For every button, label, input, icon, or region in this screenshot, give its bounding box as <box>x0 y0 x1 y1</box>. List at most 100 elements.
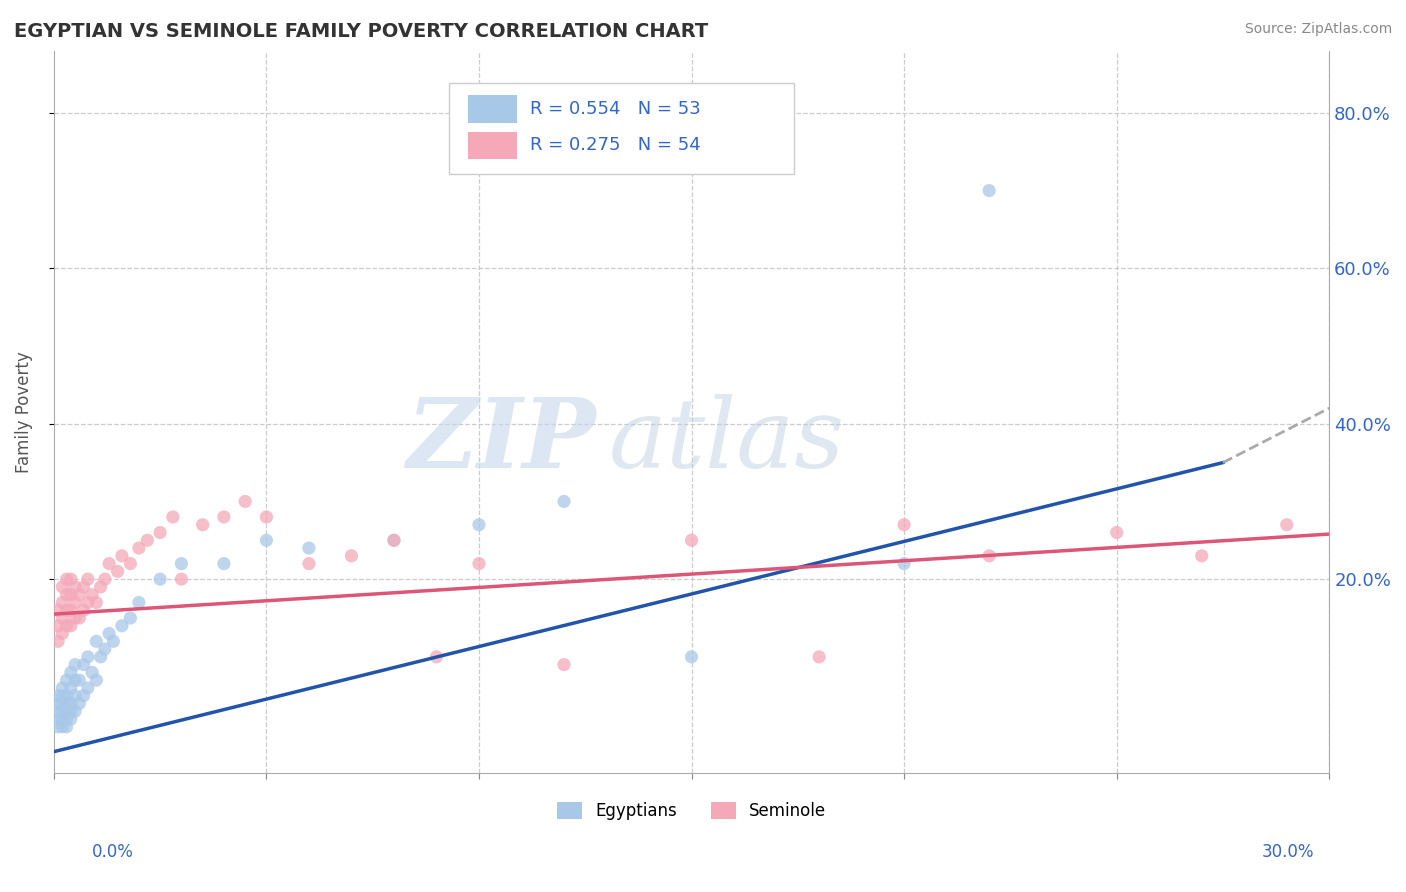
Point <box>55 572 77 586</box>
Point <box>55 712 77 726</box>
Point <box>254 533 277 548</box>
Point <box>59 704 82 718</box>
Point <box>59 619 82 633</box>
Point <box>63 704 86 718</box>
Text: 30.0%: 30.0% <box>1263 843 1315 861</box>
Point <box>46 603 69 617</box>
Point <box>46 720 69 734</box>
Point <box>103 634 125 648</box>
Point <box>51 626 73 640</box>
Point <box>1191 549 1213 563</box>
Point <box>46 712 69 726</box>
Point <box>59 665 82 680</box>
Point <box>46 619 69 633</box>
Point <box>107 565 129 579</box>
Text: atlas: atlas <box>609 394 845 488</box>
Point <box>59 697 82 711</box>
Point <box>893 517 915 532</box>
Point <box>149 525 172 540</box>
Point <box>468 517 491 532</box>
Point <box>98 626 121 640</box>
Bar <box>468 132 517 159</box>
Legend: Egyptians, Seminole: Egyptians, Seminole <box>550 795 832 827</box>
Point <box>82 665 104 680</box>
Point <box>55 697 77 711</box>
Point <box>51 689 73 703</box>
Point <box>128 595 150 609</box>
Point <box>382 533 405 548</box>
Point <box>86 595 108 609</box>
Point <box>76 649 98 664</box>
Point <box>55 619 77 633</box>
Point <box>72 580 94 594</box>
Point <box>67 611 90 625</box>
Point <box>63 673 86 688</box>
Point <box>72 657 94 672</box>
Point <box>120 557 142 571</box>
Point <box>46 689 69 703</box>
Point <box>553 657 575 672</box>
Point <box>128 541 150 555</box>
Point <box>340 549 363 563</box>
Point <box>67 588 90 602</box>
Point <box>90 649 112 664</box>
Point <box>170 557 193 571</box>
Point <box>55 603 77 617</box>
Text: R = 0.554   N = 53: R = 0.554 N = 53 <box>530 100 700 119</box>
Point <box>893 557 915 571</box>
Point <box>94 572 117 586</box>
Point <box>51 720 73 734</box>
Point <box>162 510 184 524</box>
Point <box>55 720 77 734</box>
Point <box>149 572 172 586</box>
Point <box>111 549 134 563</box>
Point <box>681 649 703 664</box>
Text: 0.0%: 0.0% <box>91 843 134 861</box>
Point <box>63 611 86 625</box>
Point <box>94 642 117 657</box>
Point <box>808 649 831 664</box>
Point <box>63 580 86 594</box>
Point <box>51 712 73 726</box>
Point <box>212 510 235 524</box>
Bar <box>468 95 517 123</box>
Point <box>55 588 77 602</box>
Point <box>298 557 321 571</box>
Point <box>86 634 108 648</box>
Point <box>46 634 69 648</box>
Point <box>76 681 98 695</box>
Point <box>1105 525 1128 540</box>
Point <box>72 603 94 617</box>
Point <box>63 595 86 609</box>
Point <box>382 533 405 548</box>
Point <box>233 494 256 508</box>
Point <box>63 689 86 703</box>
Point <box>1275 517 1298 532</box>
Point <box>681 533 703 548</box>
Point <box>254 510 277 524</box>
Point <box>86 673 108 688</box>
Point <box>468 557 491 571</box>
Point <box>63 657 86 672</box>
Point <box>59 603 82 617</box>
Point <box>59 588 82 602</box>
Point <box>120 611 142 625</box>
Point <box>979 549 1001 563</box>
Text: EGYPTIAN VS SEMINOLE FAMILY POVERTY CORRELATION CHART: EGYPTIAN VS SEMINOLE FAMILY POVERTY CORR… <box>14 22 709 41</box>
Point <box>59 712 82 726</box>
FancyBboxPatch shape <box>449 83 793 174</box>
Point <box>51 704 73 718</box>
Point <box>111 619 134 633</box>
Point <box>72 689 94 703</box>
Point <box>59 572 82 586</box>
Point <box>90 580 112 594</box>
Text: ZIP: ZIP <box>406 394 596 488</box>
Point <box>212 557 235 571</box>
Text: R = 0.275   N = 54: R = 0.275 N = 54 <box>530 136 700 154</box>
Point <box>76 595 98 609</box>
Point <box>51 595 73 609</box>
Point <box>51 697 73 711</box>
Point <box>51 611 73 625</box>
Point <box>46 704 69 718</box>
Point <box>55 704 77 718</box>
